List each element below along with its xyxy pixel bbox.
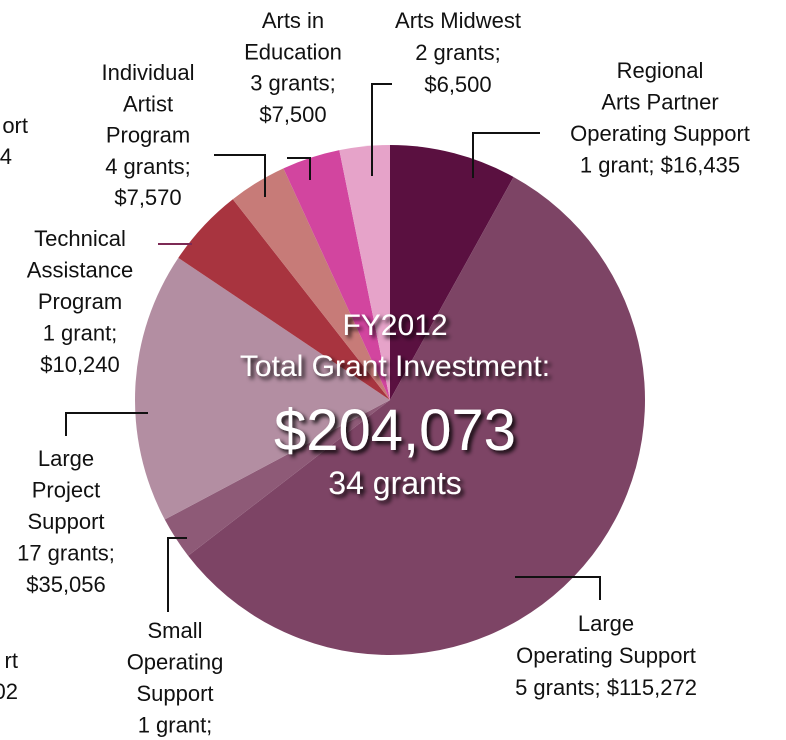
pie-slice <box>232 168 390 400</box>
value-label: $16,435 <box>661 153 741 178</box>
value-label: $10,240 <box>40 352 120 377</box>
value-label: $6,500 <box>424 72 491 97</box>
pie-slice <box>164 400 390 556</box>
leader-line <box>214 154 266 197</box>
slice-label: Small Operating Support <box>127 618 224 706</box>
pie-slice <box>339 145 390 400</box>
slice-label: Technical Assistance Program <box>27 226 133 314</box>
grant-count: 1 grant; <box>138 713 213 738</box>
cropped-label: rt <box>5 648 18 673</box>
cropped-label: 02 <box>0 679 18 704</box>
slice-label: Large Project Support <box>27 446 104 534</box>
pie <box>135 145 645 655</box>
cropped-label: ort <box>2 113 28 138</box>
cropped-label: 4 <box>0 144 12 169</box>
leader-line <box>287 157 311 180</box>
slice-count-value: 1 grant; $16,435 <box>580 153 740 178</box>
grant-count: 5 grants; <box>515 675 601 700</box>
grant-count: 1 grant; <box>43 321 118 346</box>
grant-count: 3 grants; <box>250 71 336 96</box>
pie-slice <box>390 145 514 400</box>
slice-label: Arts Midwest <box>395 8 521 33</box>
value-label: $7,570 <box>114 185 181 210</box>
slice-count-value: 5 grants; $115,272 <box>515 675 697 700</box>
leader-line <box>65 412 148 436</box>
grant-count: 2 grants; <box>415 40 501 65</box>
chart-subtitle: Total Grant Investment: <box>240 350 550 383</box>
pie-slice <box>135 257 390 520</box>
leader-line <box>515 576 601 600</box>
slice-label: Regional Arts Partner Operating Support <box>570 58 750 146</box>
leader-line <box>371 83 392 176</box>
value-label: $7,500 <box>259 102 326 127</box>
chart-title: FY2012 <box>342 309 447 342</box>
slice-label: Individual Artist Program <box>102 60 195 148</box>
count-label: 34 grants <box>328 465 461 501</box>
pie-slice <box>283 150 390 400</box>
value-label: $35,056 <box>26 572 106 597</box>
pie-slice <box>188 176 645 655</box>
grant-count: 17 grants; <box>17 541 115 566</box>
grant-count: 1 grant; <box>580 153 655 178</box>
slice-label: Large Operating Support <box>516 611 696 668</box>
pie-slice <box>178 199 390 400</box>
value-label: $115,272 <box>607 675 697 700</box>
leader-line <box>167 537 187 612</box>
leader-line <box>472 132 540 178</box>
labels: Regional Arts Partner Operating Support 1 g… <box>0 8 750 738</box>
total-label: $204,073 <box>274 398 516 463</box>
grant-count: 4 grants; <box>105 154 191 179</box>
slice-label: Arts in Education <box>244 8 342 64</box>
